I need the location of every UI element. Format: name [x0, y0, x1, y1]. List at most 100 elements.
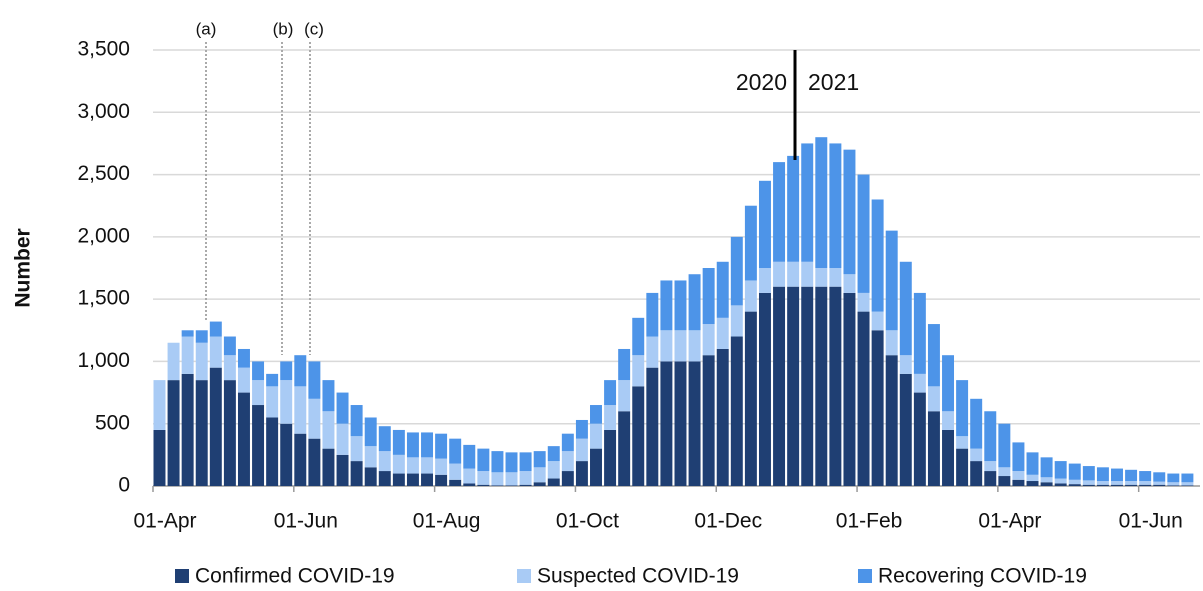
- bar-segment: [477, 448, 490, 472]
- x-tick-label: 01-Jun: [274, 510, 338, 533]
- x-tick-label: 01-Jun: [1119, 510, 1183, 533]
- x-tick-label: 01-Dec: [694, 510, 762, 533]
- bar-segment: [505, 452, 518, 473]
- bar-segment: [252, 361, 265, 381]
- bar-segment: [308, 438, 321, 486]
- bar-segment: [829, 143, 842, 268]
- bar-segment: [322, 411, 335, 449]
- bar-segment: [1040, 457, 1053, 478]
- bar-segment: [688, 330, 701, 362]
- bar-segment: [998, 423, 1011, 468]
- bar-segment: [857, 292, 870, 312]
- bar-segment: [1153, 484, 1166, 486]
- bar-segment: [702, 355, 715, 486]
- bar-segment: [618, 411, 631, 486]
- bar-segment: [449, 438, 462, 464]
- bar-segment: [336, 423, 349, 455]
- bar-segment: [1153, 472, 1166, 482]
- bar-segment: [730, 236, 743, 306]
- bar-segment: [744, 280, 757, 312]
- bar-segment: [646, 336, 659, 368]
- bar-segment: [266, 373, 279, 387]
- y-tick-label: 3,000: [77, 100, 130, 123]
- bar-segment: [519, 484, 532, 486]
- bar-segment: [716, 317, 729, 349]
- bar-segment: [322, 380, 335, 412]
- bar-segment: [1139, 471, 1152, 482]
- bar-segment: [956, 436, 969, 449]
- bar-segment: [674, 330, 687, 362]
- bar-segment: [280, 361, 293, 381]
- bar-segment: [322, 448, 335, 486]
- bar-segment: [787, 155, 800, 262]
- bar-segment: [1181, 485, 1194, 486]
- bar-segment: [1082, 484, 1095, 486]
- bar-segment: [660, 330, 673, 362]
- bar-segment: [533, 451, 546, 468]
- bar-segment: [871, 311, 884, 331]
- bar-segment: [1082, 480, 1095, 485]
- bar-segment: [871, 330, 884, 486]
- bar-segment: [632, 355, 645, 387]
- bar-segment: [449, 479, 462, 486]
- bar-segment: [688, 274, 701, 331]
- bar-segment: [590, 423, 602, 449]
- bar-segment: [1167, 482, 1180, 486]
- bar-segment: [857, 311, 870, 486]
- bar-segment: [308, 361, 321, 399]
- bar-segment: [1096, 467, 1109, 482]
- bar-segment: [364, 446, 377, 468]
- bar-segment: [477, 471, 490, 485]
- x-tick-label: 01-Apr: [978, 510, 1041, 533]
- bar-segment: [153, 429, 166, 486]
- bar-segment: [787, 261, 800, 287]
- bar-segment: [350, 461, 363, 486]
- bar-segment: [421, 457, 434, 474]
- bar-segment: [1139, 481, 1152, 485]
- bar-segment: [1167, 473, 1180, 483]
- bar-segment: [716, 348, 729, 486]
- bar-segment: [547, 478, 560, 486]
- bar-segment: [590, 448, 602, 486]
- bar-segment: [913, 292, 926, 374]
- bar-segment: [1012, 442, 1025, 472]
- bar-segment: [702, 324, 715, 356]
- bar-segment: [350, 436, 363, 462]
- bar-segment: [1026, 452, 1039, 475]
- bar-segment: [730, 336, 743, 486]
- bar-segment: [1111, 481, 1123, 485]
- legend-label: Recovering COVID-19: [878, 565, 1087, 588]
- bar-segment: [406, 457, 419, 474]
- bar-segment: [716, 261, 729, 318]
- bar-segment: [660, 361, 673, 486]
- bar-segment: [336, 454, 349, 486]
- bar-segment: [406, 473, 419, 486]
- bar-segment: [1054, 478, 1067, 484]
- bar-segment: [463, 444, 476, 469]
- bar-segment: [758, 268, 771, 293]
- bar-segment: [843, 274, 856, 293]
- bar-segment: [561, 471, 574, 486]
- bar-segment: [674, 280, 687, 331]
- bar-segment: [252, 380, 265, 406]
- bar-segment: [505, 485, 518, 486]
- bar-segment: [815, 286, 828, 486]
- bar-segment: [913, 373, 926, 393]
- bar-segment: [773, 261, 786, 287]
- bar-segment: [674, 361, 687, 486]
- y-tick-label: 3,500: [77, 38, 130, 61]
- bar-segment: [181, 373, 194, 486]
- x-tick-label: 01-Oct: [556, 510, 619, 533]
- year-label: 2021: [808, 69, 859, 95]
- legend-label: Confirmed COVID-19: [195, 565, 395, 588]
- bar-segment: [899, 261, 912, 356]
- bar-segment: [280, 423, 293, 486]
- bar-segment: [1040, 482, 1053, 486]
- bar-segment: [1153, 481, 1166, 485]
- bar-segment: [1068, 463, 1081, 480]
- annotation-label: (c): [304, 19, 324, 38]
- bar-segment: [533, 467, 546, 483]
- bar-segment: [970, 398, 983, 449]
- bar-segment: [575, 461, 588, 486]
- bar-segment: [181, 336, 194, 374]
